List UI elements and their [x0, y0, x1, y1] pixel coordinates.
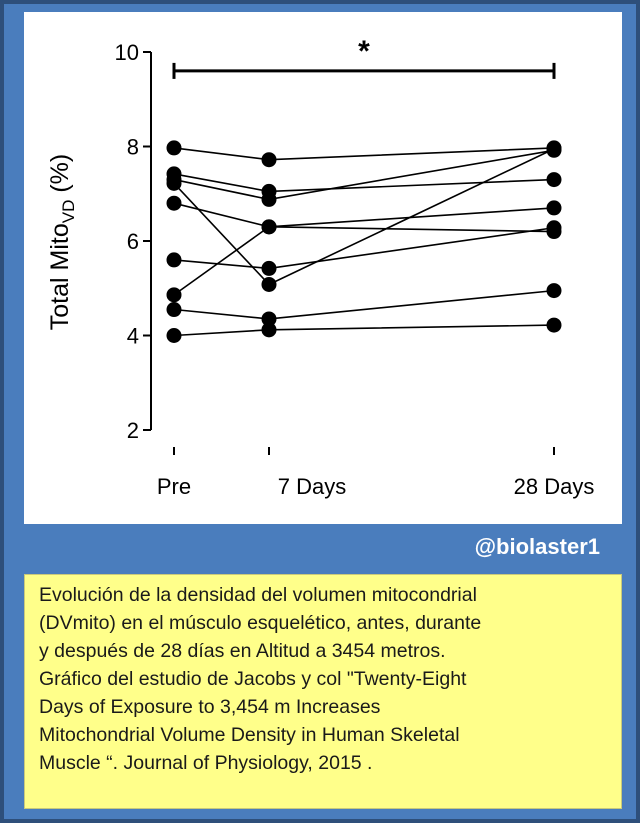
data-point: [166, 140, 182, 156]
data-point: [546, 220, 562, 236]
y-axis-label-unit: (%): [46, 154, 74, 200]
caption-line: Muscle “. Journal of Physiology, 2015 .: [39, 752, 373, 774]
data-point: [166, 287, 182, 303]
caption-line: Gráfico del estudio de Jacobs y col "Twe…: [39, 668, 467, 690]
caption-line: Days of Exposure to 3,454 m Increases: [39, 696, 381, 718]
data-point: [261, 191, 277, 207]
series-line: [173, 202, 555, 233]
twitter-handle: @biolaster1: [474, 534, 600, 559]
series-line: [173, 147, 555, 161]
series-line: [173, 226, 555, 270]
data-point: [166, 302, 182, 318]
data-point: [261, 152, 277, 168]
x-tick-label: 7 Days: [278, 474, 346, 499]
significance-label: *: [358, 35, 370, 68]
data-point: [261, 260, 277, 276]
y-tick-label: 6: [127, 229, 139, 254]
data-point: [546, 283, 562, 299]
data-point: [261, 219, 277, 235]
data-point: [261, 311, 277, 327]
caption-line: Mitochondrial Volume Density in Human Sk…: [39, 724, 460, 746]
data-point: [166, 175, 182, 191]
y-axis-label-main: Total Mito: [46, 223, 74, 330]
caption-line: y después de 28 días en Altitud a 3454 m…: [39, 640, 446, 662]
y-tick-label: 4: [127, 324, 139, 349]
x-tick-label: Pre: [157, 474, 191, 499]
data-point: [166, 195, 182, 211]
y-axis-label-subscript: VD: [59, 200, 78, 224]
y-tick-label: 2: [127, 418, 139, 443]
data-point: [546, 172, 562, 188]
series-line: [173, 289, 555, 320]
series-line: [173, 207, 555, 296]
data-point: [546, 200, 562, 216]
y-axis-label: Total MitoVD (%): [46, 154, 78, 330]
x-tick-label: 28 Days: [514, 474, 595, 499]
chart-panel: 2 4 6 8 10 Pre 7 Days 28 Days Total MitoVD (%) *: [24, 12, 622, 524]
y-tick-label: 8: [127, 135, 139, 160]
caption-line: Evolución de la densidad del volumen mit…: [39, 584, 477, 606]
data-point: [166, 328, 182, 343]
data-point: [546, 317, 562, 333]
y-tick-label: 10: [115, 40, 139, 65]
data-point: [546, 141, 562, 157]
caption-box: Evolución de la densidad del volumen mit…: [24, 574, 622, 809]
data-point: [261, 322, 277, 338]
data-point: [261, 276, 277, 292]
mito-volume-chart: 2 4 6 8 10 Pre 7 Days 28 Days Total MitoVD (%) *: [46, 35, 595, 499]
caption-line: (DVmito) en el músculo esquelético, ante…: [39, 612, 482, 634]
series-line: [173, 324, 555, 337]
series-line: [173, 149, 555, 201]
data-point: [166, 252, 182, 268]
